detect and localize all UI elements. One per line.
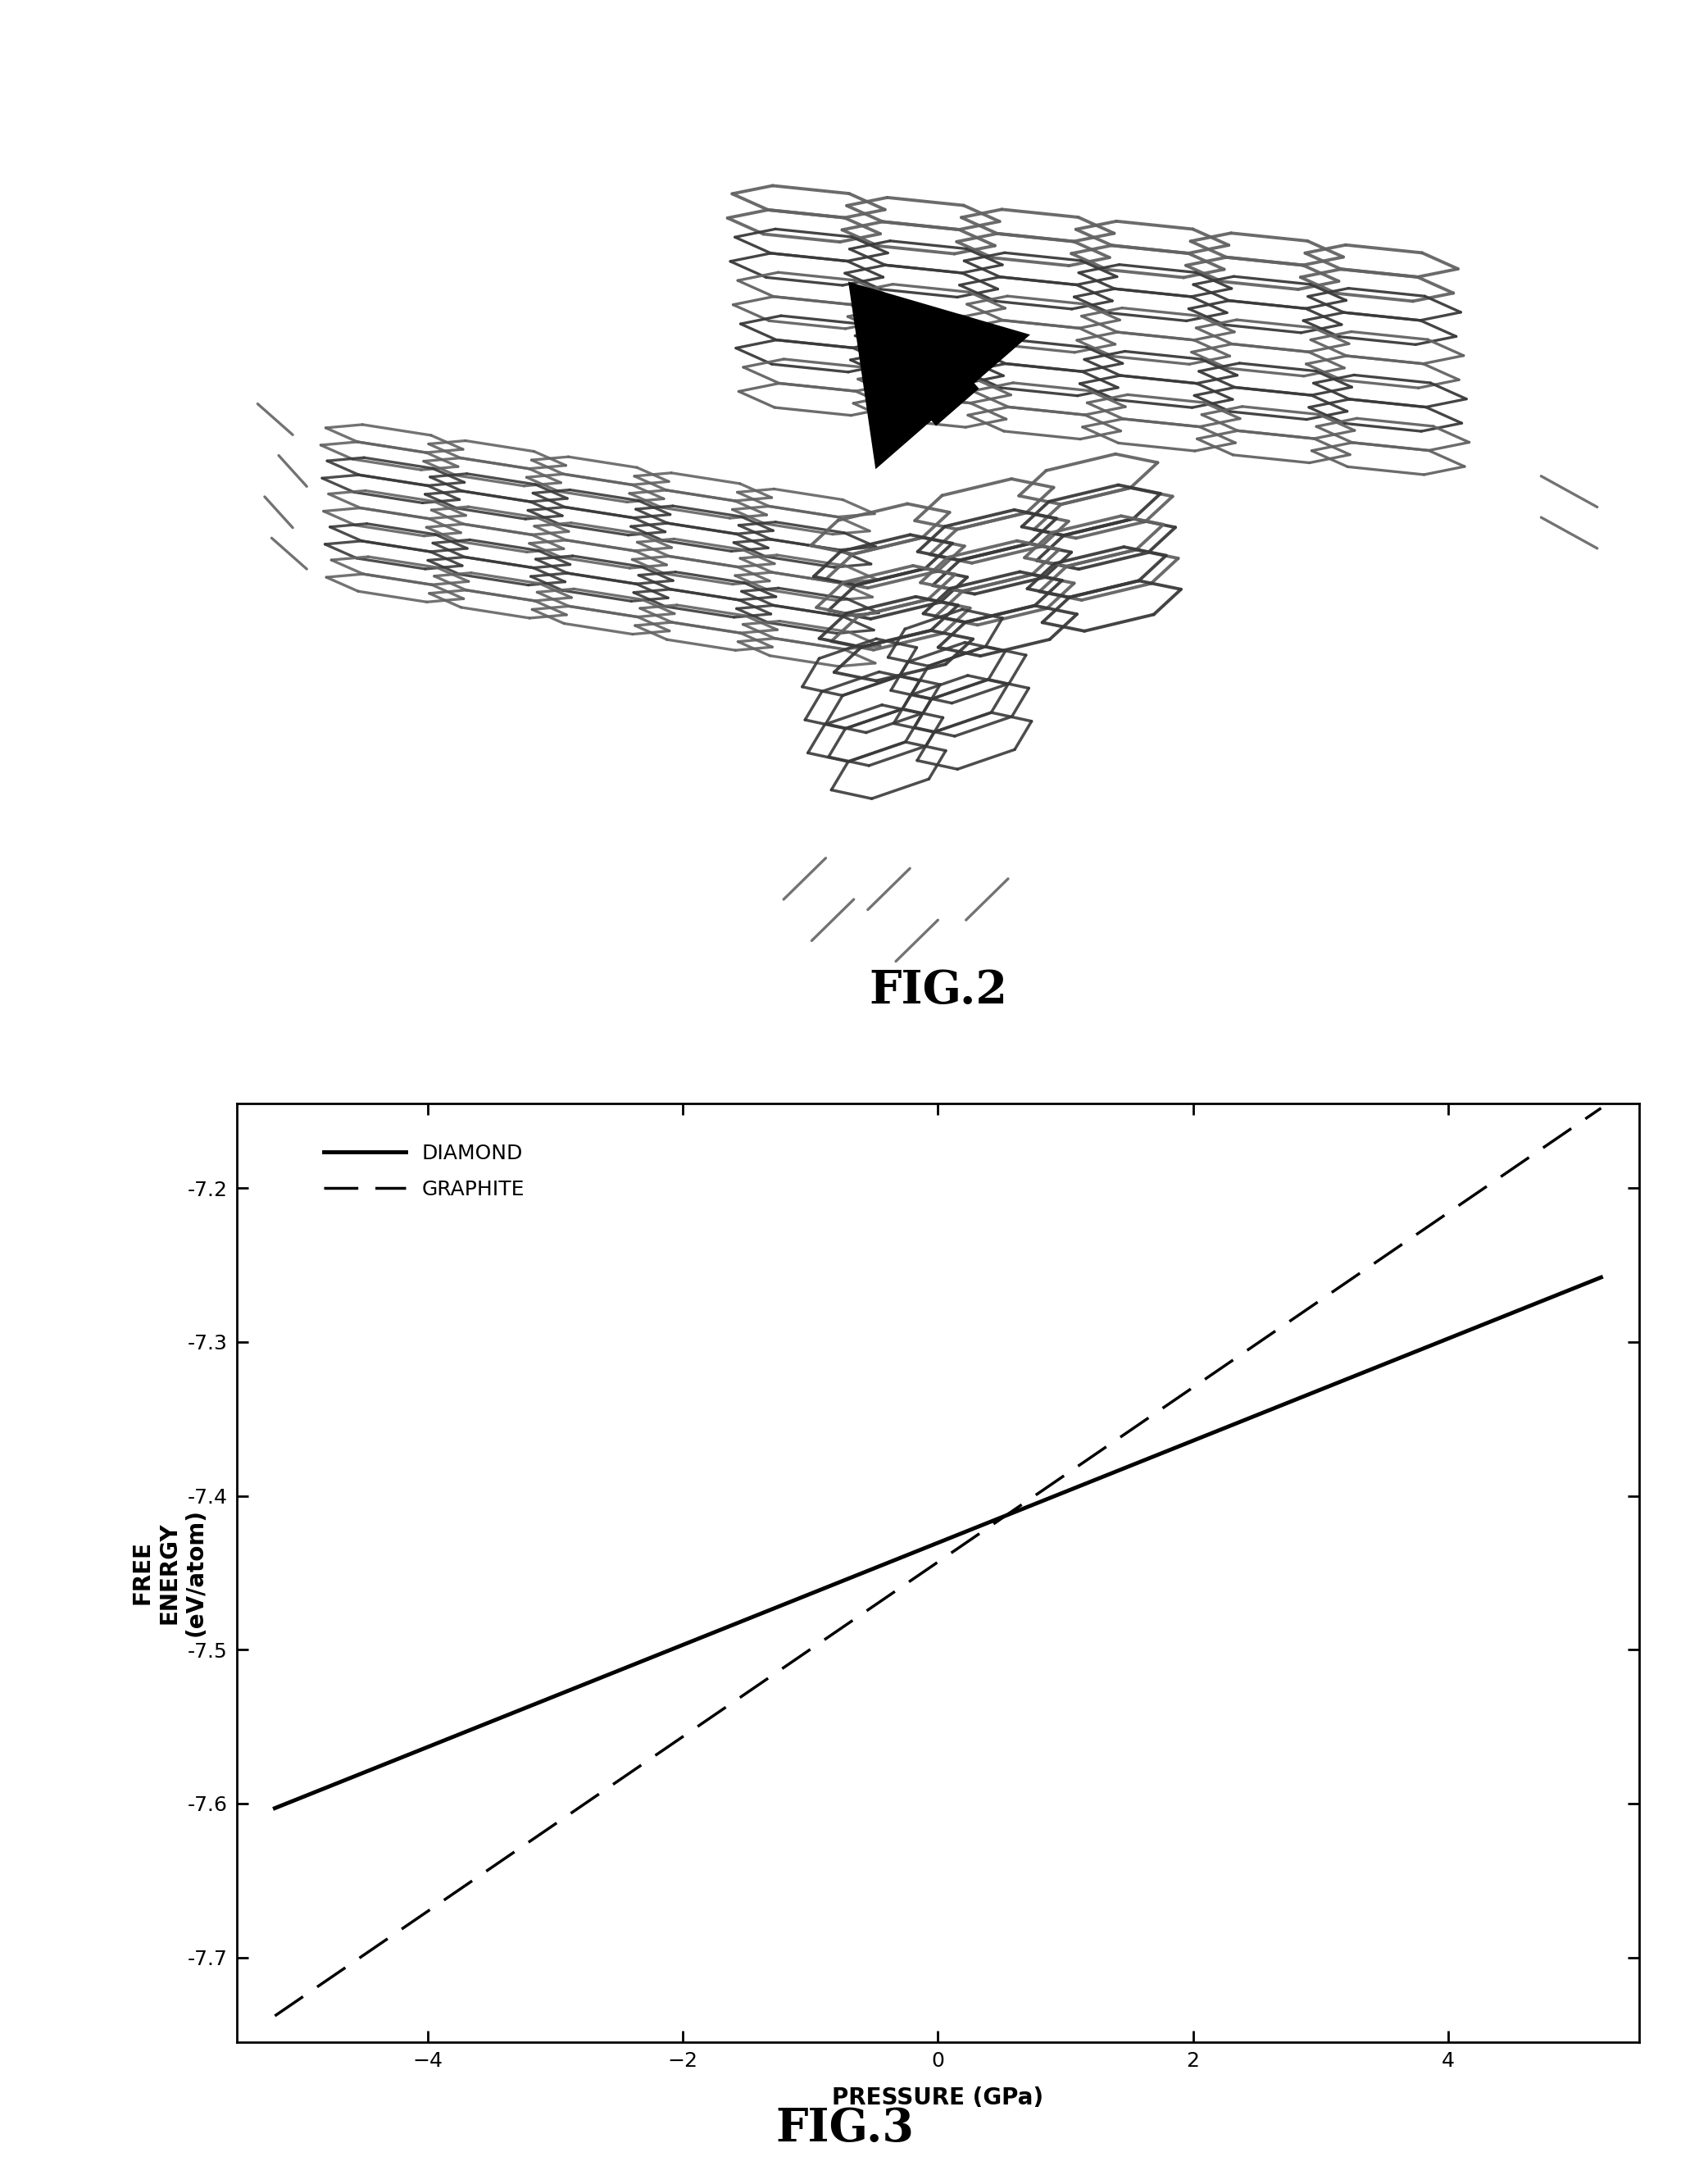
Text: FIG.3: FIG.3 (776, 2105, 914, 2151)
Legend: DIAMOND, GRAPHITE: DIAMOND, GRAPHITE (303, 1123, 546, 1221)
X-axis label: PRESSURE (GPa): PRESSURE (GPa) (831, 2086, 1044, 2110)
Text: FIG.2: FIG.2 (869, 968, 1007, 1013)
Y-axis label: FREE
ENERGY
(eV/atom): FREE ENERGY (eV/atom) (132, 1509, 208, 1636)
